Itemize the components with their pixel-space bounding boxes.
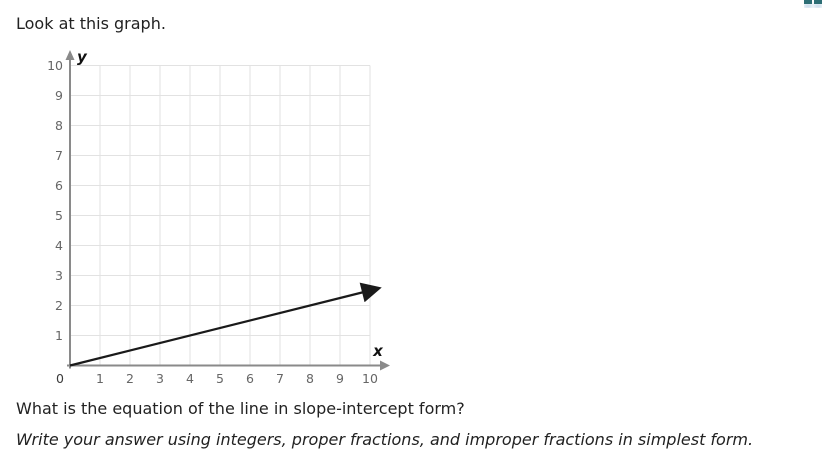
y-tick-label: 6	[55, 178, 63, 193]
y-axis-label: y	[77, 48, 88, 66]
x-tick-label: 9	[336, 371, 344, 386]
gridlines	[69, 65, 371, 366]
question-text: What is the equation of the line in slop…	[16, 399, 465, 418]
x-tick-label: 0	[56, 371, 64, 386]
y-tick-label: 9	[55, 88, 63, 103]
x-tick-label: 2	[126, 371, 134, 386]
x-tick-label: 6	[246, 371, 254, 386]
x-tick-labels: 0 1 2 3 4 5 6 7 8 9 10	[56, 371, 378, 386]
instruction-text: Write your answer using integers, proper…	[16, 430, 754, 449]
x-tick-label: 8	[306, 371, 314, 386]
prompt-text: Look at this graph.	[16, 14, 166, 33]
graph-svg: 0 1 2 3 4 5 6 7 8 9 10 1 2 3 4 5 6 7 8 9 10 x y	[47, 48, 390, 386]
y-axis-arrow-icon	[65, 50, 75, 60]
y-tick-label: 10	[47, 58, 63, 73]
x-tick-label: 3	[156, 371, 164, 386]
clipped-corner-fragment	[804, 0, 822, 8]
clipped-fragment-block	[814, 0, 822, 4]
y-tick-label: 2	[55, 298, 63, 313]
y-tick-label: 7	[55, 148, 63, 163]
x-tick-label: 4	[186, 371, 194, 386]
clipped-fragment-block	[804, 0, 812, 4]
plotted-line	[69, 282, 382, 367]
y-tick-label: 3	[55, 268, 63, 283]
y-tick-labels: 1 2 3 4 5 6 7 8 9 10	[47, 58, 63, 343]
x-tick-label: 7	[276, 371, 284, 386]
y-tick-label: 1	[55, 328, 63, 343]
x-axis-label: x	[372, 342, 384, 360]
line-layer	[69, 282, 382, 367]
y-tick-label: 8	[55, 118, 63, 133]
x-tick-label: 1	[96, 371, 104, 386]
graph: 0 1 2 3 4 5 6 7 8 9 10 1 2 3 4 5 6 7 8 9 10 x y	[0, 45, 400, 395]
x-axis-arrow-icon	[380, 360, 390, 371]
y-tick-label: 4	[55, 238, 63, 253]
x-tick-label: 10	[362, 371, 378, 386]
y-tick-label: 5	[55, 208, 63, 223]
x-tick-label: 5	[216, 371, 224, 386]
